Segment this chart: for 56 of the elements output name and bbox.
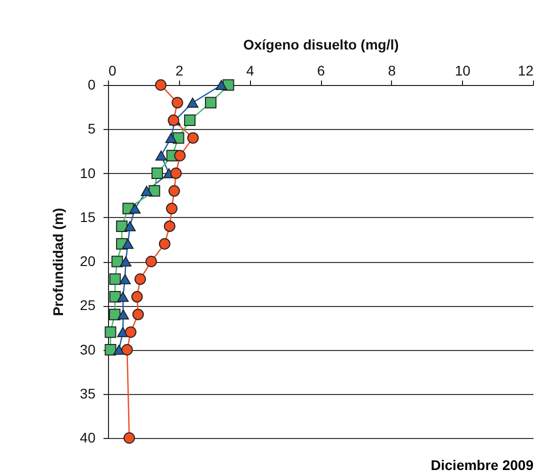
point (216, 80, 228, 90)
point (170, 168, 182, 179)
point (132, 308, 144, 320)
text: Diciembre 2009 (430, 457, 534, 473)
point (134, 273, 146, 285)
y-tick-label: 20 (80, 253, 96, 269)
point (119, 274, 131, 284)
point (104, 344, 116, 356)
x-tick-label: 0 (108, 62, 116, 78)
point (172, 96, 184, 108)
point (166, 202, 178, 214)
y-tick-label: 40 (80, 430, 96, 446)
x-tick-label: 8 (388, 62, 396, 78)
point (108, 308, 120, 320)
x-tick-label: 2 (175, 62, 184, 78)
y-axis-title: Profundidad (m) (50, 208, 66, 316)
point (174, 150, 186, 162)
point (121, 344, 133, 356)
point (104, 326, 116, 338)
x-tick-label: 12 (518, 62, 534, 78)
x-axis-title: Oxígeno disuelto (mg/l) (243, 36, 399, 52)
point (184, 114, 196, 126)
point (122, 238, 134, 249)
y-tick-label: 10 (80, 164, 96, 181)
point (120, 256, 132, 267)
y-tick-label: 5 (88, 120, 96, 137)
x-tick-label: 10 (454, 62, 471, 78)
point (187, 132, 199, 144)
point (117, 292, 129, 302)
point (186, 98, 198, 108)
point (165, 132, 177, 143)
point (109, 273, 121, 285)
point (117, 309, 129, 320)
point (140, 186, 152, 196)
point (145, 256, 157, 268)
point (124, 432, 135, 444)
point (158, 238, 170, 250)
point (164, 220, 176, 232)
point (151, 168, 163, 179)
point (168, 185, 180, 197)
point (113, 344, 125, 355)
y-tick-label: 15 (80, 208, 96, 225)
y-tick-label: 25 (80, 297, 96, 314)
point (116, 220, 128, 232)
point (124, 326, 136, 338)
x-tick-label: 4 (246, 62, 254, 78)
y-tick-label: 0 (88, 76, 96, 92)
point (129, 204, 141, 214)
point (155, 79, 167, 91)
y-tick-label: 35 (80, 385, 96, 402)
point (124, 221, 136, 232)
x-tick-label: 6 (317, 62, 326, 78)
y-tick-label: 30 (80, 341, 96, 358)
point (155, 150, 167, 161)
point (131, 291, 143, 303)
point (204, 96, 216, 108)
